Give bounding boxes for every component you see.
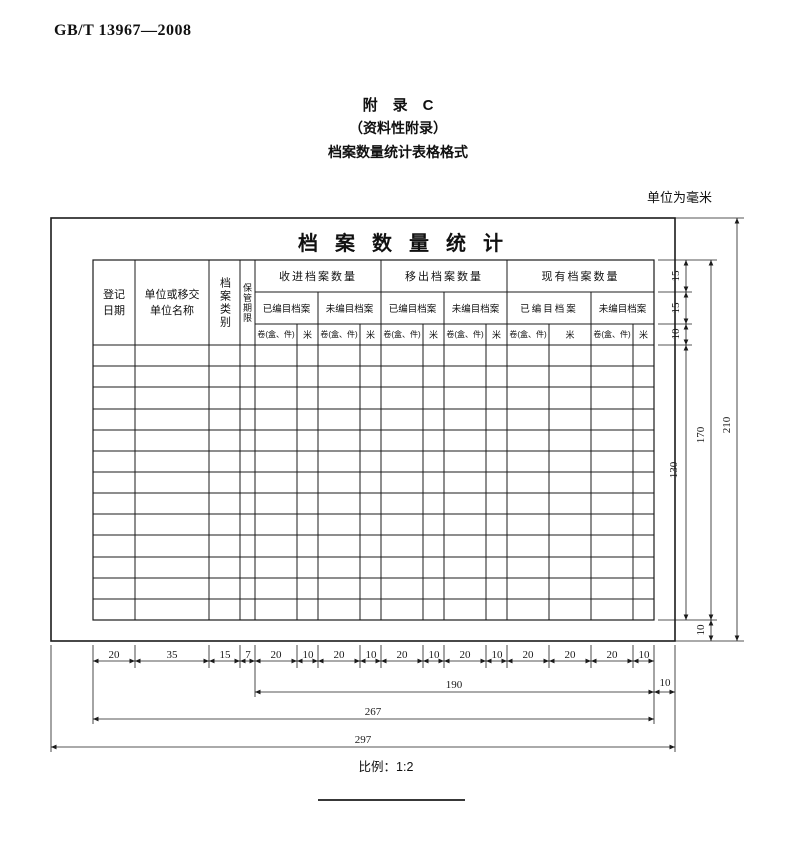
form-title: 档案数量统计 bbox=[298, 232, 520, 255]
unit-cell-meter-1: 米 bbox=[302, 330, 312, 340]
column-header-category: 档案类别 bbox=[209, 260, 240, 345]
category-label: 档案类别 bbox=[218, 276, 231, 329]
dim-col-width-2: 15 bbox=[219, 649, 231, 661]
appendix-subtitle: （资料性附录） bbox=[349, 120, 447, 136]
subheader-cataloged-3: 已编目档案 bbox=[520, 304, 578, 315]
dim-table-height: 170 bbox=[695, 426, 707, 444]
unit-cell-volume-4: 卷(盒、件) bbox=[446, 330, 484, 339]
dim-right-margin: 10 bbox=[659, 677, 671, 689]
column-header-reg-date: 登记 日期 bbox=[93, 260, 135, 345]
subheader-cataloged-2: 已编目档案 bbox=[388, 304, 437, 315]
unit-cell-meter-6: 米 bbox=[638, 330, 648, 340]
dim-page-width: 297 bbox=[354, 734, 372, 746]
unit-cell-volume-6: 卷(盒、件) bbox=[593, 330, 631, 339]
dim-col-width-1: 35 bbox=[166, 649, 178, 661]
unit-cell-volume-1: 卷(盒、件) bbox=[257, 330, 295, 339]
unit-cell-volume-2: 卷(盒、件) bbox=[320, 330, 358, 339]
unit-cell-volume-3: 卷(盒、件) bbox=[383, 330, 421, 339]
unit-name-line1: 单位或移交 bbox=[144, 288, 200, 301]
dim-bottom-margin: 10 bbox=[695, 624, 707, 636]
dim-units-width: 190 bbox=[445, 679, 463, 691]
doc-number: GB/T 13967—2008 bbox=[54, 22, 192, 39]
dim-col-width-0: 20 bbox=[108, 649, 120, 661]
dim-col-width-3: 7 bbox=[245, 649, 251, 661]
unit-cell-meter-2: 米 bbox=[365, 330, 375, 340]
table-grid bbox=[93, 260, 654, 620]
reg-date-line2: 日期 bbox=[103, 304, 125, 317]
dim-col-width-13: 20 bbox=[564, 649, 576, 661]
column-header-unit-name: 单位或移交 单位名称 bbox=[135, 260, 209, 345]
retention-label: 保管期限 bbox=[242, 282, 252, 323]
subheader-uncataloged-2: 未编目档案 bbox=[451, 304, 500, 315]
dim-col-width-14: 20 bbox=[606, 649, 618, 661]
dim-table-width: 267 bbox=[364, 706, 382, 718]
dim-col-width-7: 10 bbox=[365, 649, 377, 661]
column-header-retention: 保管期限 bbox=[240, 260, 255, 345]
unit-note: 单位为毫米 bbox=[646, 190, 712, 205]
dim-col-width-5: 10 bbox=[302, 649, 314, 661]
reg-date-line1: 登记 bbox=[103, 288, 125, 301]
dim-col-width-15: 10 bbox=[638, 649, 650, 661]
appendix-title: 附 录 C bbox=[362, 96, 434, 114]
group-header-received: 收进档案数量 bbox=[279, 271, 357, 283]
unit-cell-volume-5: 卷(盒、件) bbox=[509, 330, 547, 339]
dim-col-width-11: 10 bbox=[491, 649, 503, 661]
group-header-existing: 现有档案数量 bbox=[541, 271, 620, 283]
unit-name-line2: 单位名称 bbox=[150, 304, 194, 317]
subheader-uncataloged-3: 未编目档案 bbox=[598, 304, 647, 315]
appendix-caption: 档案数量统计表格格式 bbox=[328, 144, 468, 160]
dim-col-width-4: 20 bbox=[270, 649, 282, 661]
subheader-uncataloged-1: 未编目档案 bbox=[325, 304, 374, 315]
unit-cell-meter-3: 米 bbox=[428, 330, 438, 340]
dim-col-width-10: 20 bbox=[459, 649, 471, 661]
group-header-transferred-out: 移出档案数量 bbox=[405, 271, 483, 283]
dim-header-row-1: 15 bbox=[670, 270, 682, 282]
sheet-outline bbox=[50, 217, 676, 642]
dim-col-width-12: 20 bbox=[522, 649, 534, 661]
dim-col-width-6: 20 bbox=[333, 649, 345, 661]
unit-cell-meter-4: 米 bbox=[491, 330, 501, 340]
dim-header-row-3: 10 bbox=[670, 328, 682, 340]
dim-col-width-8: 20 bbox=[396, 649, 408, 661]
dim-page-height: 210 bbox=[721, 416, 733, 434]
dimension-lines bbox=[50, 217, 744, 752]
scale-note: 比例：1:2 bbox=[358, 759, 414, 774]
dim-col-width-9: 10 bbox=[428, 649, 440, 661]
subheader-cataloged-1: 已编目档案 bbox=[262, 304, 311, 315]
dim-data-height: 130 bbox=[668, 461, 680, 479]
unit-cell-meter-5: 米 bbox=[565, 330, 575, 340]
